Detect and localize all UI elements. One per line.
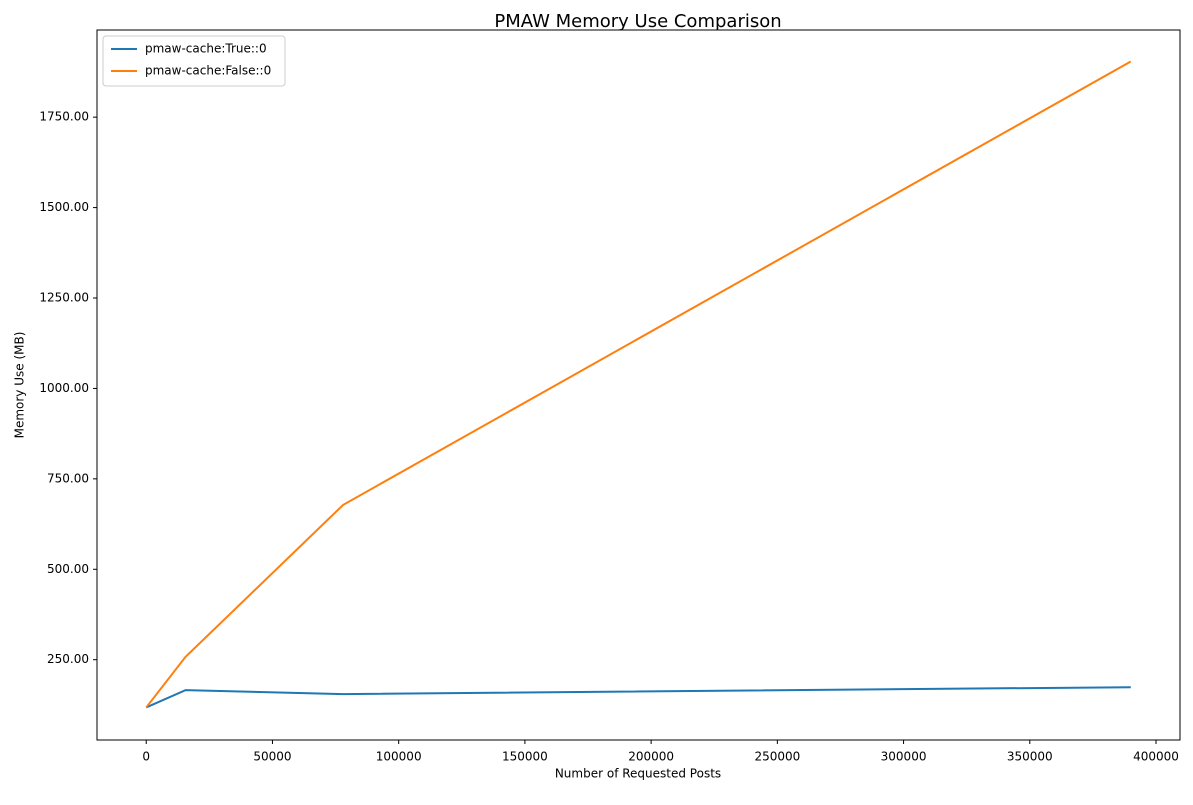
y-tick-label: 1250.00 <box>39 291 89 305</box>
legend-box <box>102 35 286 87</box>
x-tick-label: 400000 <box>1133 750 1179 764</box>
y-tick-label: 250.00 <box>47 652 89 666</box>
y-tick-label: 500.00 <box>47 562 89 576</box>
x-tick-label: 250000 <box>754 750 800 764</box>
y-tick-label: 1500.00 <box>39 200 89 214</box>
x-axis-label: Number of Requested Posts <box>555 767 721 781</box>
x-tick-label: 150000 <box>502 750 548 764</box>
legend-label: pmaw-cache:True::0 <box>145 42 267 56</box>
x-tick-label: 100000 <box>376 750 422 764</box>
legend-label: pmaw-cache:False::0 <box>145 64 271 78</box>
x-tick-label: 200000 <box>628 750 674 764</box>
y-tick-label: 1750.00 <box>39 110 89 124</box>
series-line <box>145 686 1131 709</box>
y-axis-label: Memory Use (MB) <box>13 332 27 439</box>
x-tick-label: 50000 <box>253 750 291 764</box>
y-tick-label: 1000.00 <box>39 381 89 395</box>
axes-frame <box>96 29 1181 741</box>
x-tick-label: 300000 <box>881 750 927 764</box>
series-line <box>145 60 1132 709</box>
chart-title: PMAW Memory Use Comparison <box>494 11 781 32</box>
x-tick-label: 0 <box>142 750 150 764</box>
x-tick-label: 350000 <box>1007 750 1053 764</box>
y-tick-label: 750.00 <box>47 471 89 485</box>
